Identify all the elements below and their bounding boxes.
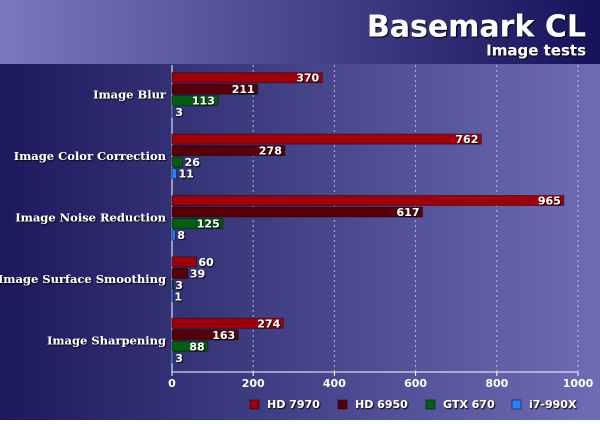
data-label: 88 bbox=[189, 340, 204, 353]
data-label: 1 bbox=[174, 290, 182, 303]
data-label: 3 bbox=[175, 106, 183, 119]
legend-label: GTX 670 bbox=[443, 398, 495, 411]
data-label: 278 bbox=[259, 145, 282, 158]
data-label: 163 bbox=[212, 329, 235, 342]
data-label: 125 bbox=[197, 218, 220, 231]
data-label: 274 bbox=[257, 317, 280, 330]
x-tick-label: 0 bbox=[168, 377, 176, 390]
data-label: 39 bbox=[190, 267, 205, 280]
legend-swatch bbox=[337, 399, 348, 410]
bar bbox=[171, 206, 424, 218]
bar bbox=[171, 267, 189, 279]
y-tick-label: Image Noise Reduction bbox=[15, 211, 166, 225]
bar bbox=[171, 83, 259, 95]
bar bbox=[171, 279, 174, 291]
bar bbox=[171, 145, 286, 157]
x-tick-label: 200 bbox=[242, 377, 265, 390]
bar bbox=[171, 133, 482, 145]
legend-label: HD 7970 bbox=[267, 398, 320, 411]
data-label: 762 bbox=[455, 133, 478, 146]
legend-swatch bbox=[249, 399, 260, 410]
y-tick-label: Image Blur bbox=[93, 88, 167, 102]
x-tick-label: 800 bbox=[485, 377, 508, 390]
header bbox=[0, 0, 600, 64]
data-label: 965 bbox=[538, 195, 561, 208]
bar bbox=[171, 290, 174, 302]
bar bbox=[171, 195, 565, 206]
data-label: 3 bbox=[175, 279, 183, 292]
bar bbox=[171, 156, 184, 168]
bar bbox=[171, 256, 197, 268]
x-tick-label: 600 bbox=[404, 377, 427, 390]
bar bbox=[171, 317, 284, 329]
bar bbox=[171, 106, 174, 118]
bar bbox=[171, 329, 239, 341]
data-label: 113 bbox=[192, 95, 215, 108]
data-label: 211 bbox=[232, 83, 255, 96]
data-label: 617 bbox=[397, 206, 420, 219]
legend-label: i7-990X bbox=[529, 398, 577, 411]
bar bbox=[171, 168, 177, 180]
y-tick-label: Image Sharpening bbox=[47, 333, 166, 347]
y-tick-label: Image Color Correction bbox=[14, 149, 167, 163]
legend-swatch bbox=[425, 399, 436, 410]
bar bbox=[171, 72, 323, 84]
chart-title: Basemark CL bbox=[367, 10, 586, 45]
bar bbox=[171, 352, 174, 364]
legend-label: HD 6950 bbox=[355, 398, 408, 411]
data-label: 3 bbox=[175, 352, 183, 365]
legend-swatch bbox=[511, 399, 522, 410]
data-label: 11 bbox=[178, 168, 193, 181]
x-tick-label: 1000 bbox=[563, 377, 594, 390]
bar bbox=[171, 229, 176, 241]
data-label: 8 bbox=[177, 229, 185, 242]
bar bbox=[171, 218, 224, 229]
data-label: 370 bbox=[296, 72, 319, 85]
y-tick-label: Image Surface Smoothing bbox=[0, 272, 166, 286]
bar bbox=[171, 340, 209, 352]
x-tick-label: 400 bbox=[323, 377, 346, 390]
data-label: 26 bbox=[185, 156, 201, 169]
bar bbox=[171, 95, 219, 107]
chart-subtitle: Image tests bbox=[486, 42, 586, 60]
data-label: 60 bbox=[198, 256, 214, 269]
